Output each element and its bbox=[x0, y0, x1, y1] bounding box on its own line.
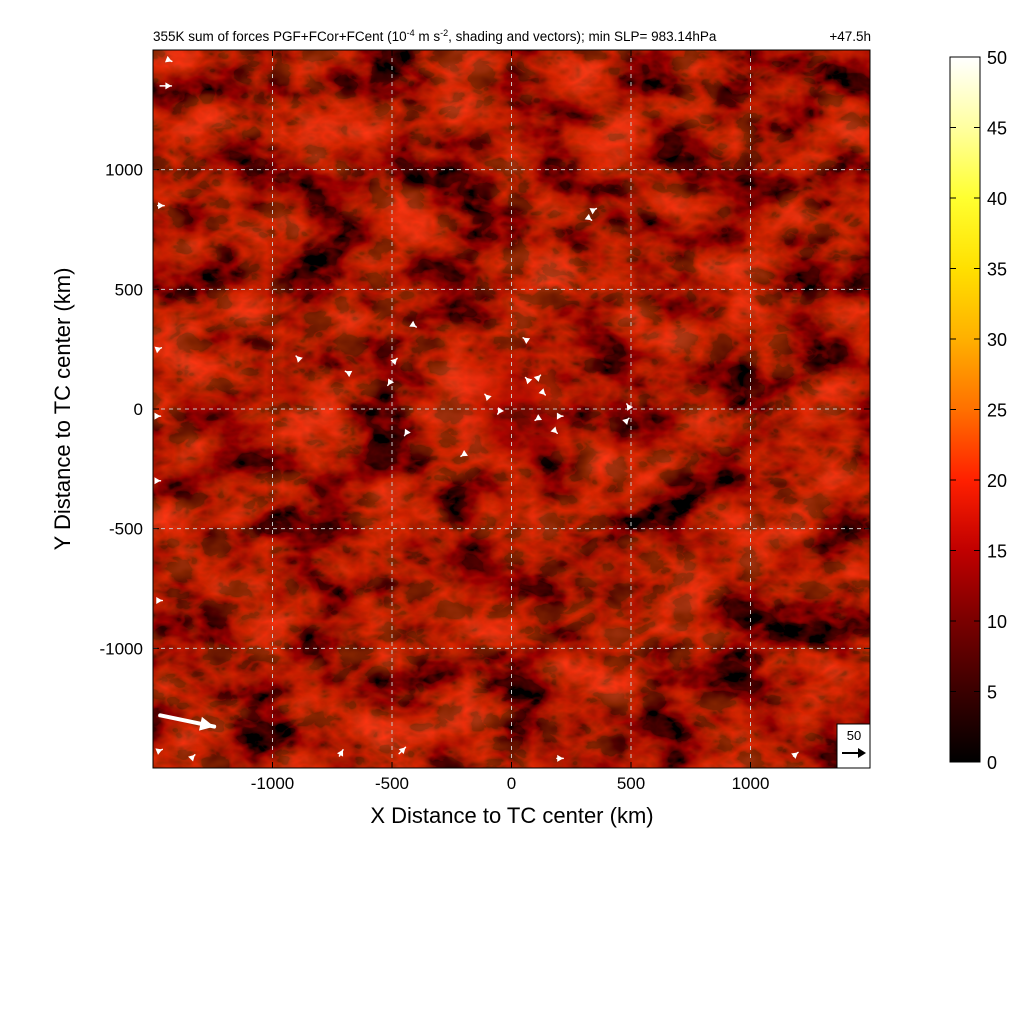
y-axis-ticks: 1000 500 0 -500 -1000 bbox=[100, 161, 870, 658]
colorbar-tick-label-9: 5 bbox=[987, 683, 997, 703]
reference-vector-label: 50 bbox=[847, 728, 861, 743]
x-axis-label: X Distance to TC center (km) bbox=[370, 803, 653, 828]
force-vector-26 bbox=[538, 388, 547, 396]
y-axis-label: Y Distance to TC center (km) bbox=[50, 268, 75, 551]
force-vector-3 bbox=[154, 346, 163, 354]
force-vector-14 bbox=[584, 213, 593, 221]
force-vector-6 bbox=[156, 596, 164, 604]
x-tick-label-2: 0 bbox=[507, 774, 516, 793]
force-vector-32 bbox=[622, 417, 630, 425]
y-tick-label-1: 500 bbox=[115, 280, 143, 299]
reference-arrowhead-icon bbox=[858, 748, 866, 758]
force-vector-27 bbox=[556, 412, 564, 420]
force-vector-25 bbox=[533, 374, 542, 382]
force-vector-20 bbox=[403, 428, 411, 437]
force-vector-21 bbox=[409, 320, 417, 328]
force-vector-24 bbox=[524, 376, 533, 385]
force-vector-19 bbox=[387, 378, 395, 387]
x-tick-label-0: -1000 bbox=[251, 774, 294, 793]
force-vector-11 bbox=[398, 746, 407, 755]
force-vector-28 bbox=[550, 426, 558, 434]
x-tick-label-3: 500 bbox=[617, 774, 645, 793]
x-tick-label-1: -500 bbox=[375, 774, 409, 793]
force-vector-23 bbox=[522, 337, 531, 345]
tc-core-glow bbox=[450, 335, 590, 475]
force-vector-13 bbox=[791, 751, 799, 759]
time-label: +47.5h bbox=[829, 29, 871, 44]
colorbar-tick-label-4: 30 bbox=[987, 330, 1007, 350]
force-vector-2 bbox=[157, 202, 165, 210]
force-vector-33 bbox=[626, 403, 634, 411]
y-tick-label-0: 1000 bbox=[105, 161, 143, 180]
reference-vector-key: 50 bbox=[836, 723, 871, 769]
colorbar-tick-label-1: 45 bbox=[987, 119, 1007, 139]
force-vector-30 bbox=[484, 393, 492, 402]
force-vector-22 bbox=[460, 450, 468, 458]
force-vector-0 bbox=[159, 82, 173, 90]
colorbar-tick-label-10: 0 bbox=[987, 753, 997, 773]
force-vectors bbox=[154, 55, 799, 762]
force-vector-5 bbox=[154, 477, 162, 485]
reference-vector-box bbox=[836, 723, 871, 769]
colorbar-tick-label-3: 35 bbox=[987, 260, 1007, 280]
force-vector-10 bbox=[337, 748, 344, 757]
plot-area: -1000 -500 0 500 1000 1000 500 0 -500 -1000 50 bbox=[100, 49, 871, 793]
y-tick-label-2: 0 bbox=[134, 400, 143, 419]
force-vector-8 bbox=[155, 748, 164, 755]
colorbar-tick-label-8: 10 bbox=[987, 612, 1007, 632]
force-vector-16 bbox=[295, 355, 303, 363]
y-tick-label-4: -1000 bbox=[100, 639, 143, 658]
colorbar-tick-label-0: 50 bbox=[987, 48, 1007, 68]
force-vector-7 bbox=[158, 713, 217, 731]
colorbar-tick-label-6: 20 bbox=[987, 471, 1007, 491]
force-vector-1 bbox=[164, 55, 173, 63]
colorbar-tick-label-2: 40 bbox=[987, 189, 1007, 209]
force-vector-9 bbox=[188, 754, 196, 762]
x-tick-label-4: 1000 bbox=[732, 774, 770, 793]
x-axis-ticks: -1000 -500 0 500 1000 bbox=[251, 50, 770, 793]
force-vector-17 bbox=[344, 370, 353, 378]
force-vector-15 bbox=[589, 207, 598, 215]
y-tick-label-3: -500 bbox=[109, 520, 143, 539]
force-vector-18 bbox=[390, 357, 398, 366]
colorbar-tick-label-7: 15 bbox=[987, 542, 1007, 562]
force-vector-31 bbox=[497, 407, 504, 415]
force-vector-29 bbox=[534, 414, 543, 422]
force-vector-4 bbox=[154, 412, 162, 420]
colorbar-tick-label-5: 25 bbox=[987, 401, 1007, 421]
force-vector-12 bbox=[556, 754, 564, 762]
chart-title: 355K sum of forces PGF+FCor+FCent (10-4 … bbox=[153, 28, 717, 44]
